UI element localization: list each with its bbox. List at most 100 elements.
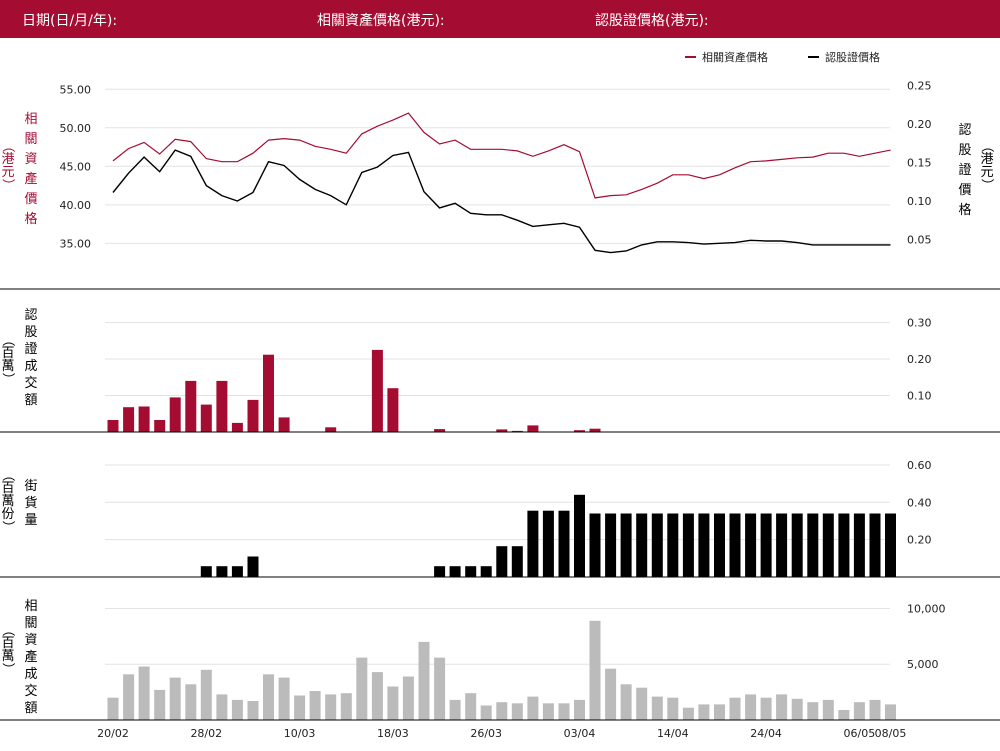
underlying-turnover-bar (138, 666, 150, 720)
outstanding-bar (542, 510, 554, 577)
x-axis-tick-label: 26/03 (470, 727, 502, 740)
outstanding-bar (698, 513, 710, 577)
underlying-turnover-axis-unit: ） (0, 662, 15, 675)
warrant-turnover-axis-label: 股 (24, 325, 37, 340)
warrant-turnover-bar (263, 354, 274, 432)
underlying-turnover-axis-unit: 百 (1, 636, 14, 651)
left-axis-unit: 港 (1, 152, 14, 167)
left-axis-tick-label: 40.00 (60, 199, 92, 212)
warrant-turnover-bar (511, 430, 523, 432)
right-axis-tick-label: 0.05 (907, 233, 932, 246)
warrant-turnover-bar (216, 380, 228, 432)
underlying-turnover-bar (169, 677, 181, 720)
underlying-turnover-axis-label: 交 (24, 683, 37, 699)
underlying-turnover-bar (869, 699, 881, 720)
underlying-turnover-axis-label: 產 (24, 649, 37, 665)
outstanding-bar (480, 566, 492, 577)
outstanding-bar (714, 513, 725, 577)
underlying-turnover-axis-label: 相 (24, 599, 37, 614)
underlying-turnover-bar (574, 699, 585, 720)
underlying-turnover-bar (853, 702, 865, 720)
outstanding-bar (791, 513, 803, 577)
underlying-turnover-bar (107, 697, 119, 720)
underlying-turnover-bar (605, 668, 617, 720)
underlying-turnover-bar (667, 697, 679, 720)
underlying-turnover-bar (682, 707, 694, 720)
warrant-turnover-bar (138, 406, 150, 432)
underlying-turnover-bar (807, 702, 819, 720)
outstanding-bar (667, 513, 679, 577)
underlying-turnover-bar (838, 710, 850, 720)
warrant-turnover-axis-unit: ） (0, 372, 15, 385)
outstanding-bar (527, 510, 539, 577)
left-axis-unit: ） (0, 178, 15, 191)
underlying-turnover-bar (356, 657, 368, 720)
underlying-turnover-bar (294, 695, 306, 720)
warrant-turnover-bar (247, 399, 259, 432)
underlying-turnover-bar (434, 657, 446, 720)
date-label: 日期(日/月/年): (22, 13, 118, 29)
right-axis-tick-label: 0.10 (907, 195, 932, 208)
underlying-turnover-bar (231, 699, 243, 720)
underlying-turnover-bar (651, 696, 663, 720)
warrant-turnover-tick-label: 0.10 (907, 390, 932, 403)
warrant-turnover-bar (231, 422, 243, 432)
outstanding-axis-unit: 百 (1, 481, 14, 496)
outstanding-bar (216, 566, 228, 577)
outstanding-bar (822, 513, 834, 577)
outstanding-axis-label: 量 (24, 513, 37, 528)
outstanding-bar (449, 566, 461, 577)
underlying-turnover-bar (729, 697, 741, 720)
outstanding-bar (558, 510, 570, 577)
warrant-turnover-axis-label: 認 (24, 307, 37, 323)
warrant-turnover-bar (169, 397, 181, 432)
underlying-turnover-bar (776, 694, 788, 720)
warrant-turnover-axis-label: 額 (24, 393, 37, 408)
right-axis-label: 格 (958, 202, 971, 218)
underlying-turnover-bar (558, 703, 570, 720)
underlying-turnover-bar (714, 704, 725, 720)
right-axis-unit: ） (979, 178, 994, 191)
underlying-turnover-bar (511, 703, 523, 720)
underlying-turnover-axis-unit: 萬 (1, 649, 14, 664)
x-axis-tick-label: 06/05 (844, 727, 876, 740)
outstanding-bar (589, 513, 601, 577)
underlying-turnover-bar (589, 620, 601, 720)
warrant-turnover-bar (107, 420, 119, 432)
underlying-turnover-bar (449, 699, 461, 720)
outstanding-bar (496, 546, 508, 577)
outstanding-axis-label: 街 (24, 479, 37, 494)
outstanding-bar (574, 494, 585, 577)
underlying-turnover-bar (885, 704, 896, 720)
warrant-turnover-bar (387, 388, 399, 432)
outstanding-axis-unit: 萬 (1, 494, 14, 509)
right-axis-unit: （ (979, 139, 994, 152)
underlying-turnover-bar (371, 672, 383, 720)
outstanding-axis-unit: ） (0, 520, 15, 533)
underlying-turnover-axis-label: 額 (24, 701, 37, 716)
outstanding-bar (511, 546, 523, 577)
legend-label-underlying: 相關資產價格 (702, 50, 768, 64)
warrant-turnover-axis-unit: 萬 (1, 359, 14, 374)
outstanding-bar (620, 513, 632, 577)
right-axis-tick-label: 0.15 (907, 156, 932, 169)
warrant-turnover-bar (325, 427, 337, 432)
underlying-turnover-bar (278, 677, 290, 720)
underlying-turnover-bar (340, 693, 352, 720)
x-axis-tick-label: 18/03 (377, 727, 409, 740)
underlying-turnover-bar (791, 698, 803, 720)
right-axis-label: 認 (958, 122, 971, 138)
outstanding-bar (247, 556, 259, 577)
x-axis-tick-label: 20/02 (97, 727, 129, 740)
underlying-price-line (112, 112, 891, 199)
warrant-turnover-axis-unit: 百 (1, 346, 14, 361)
warrant-turnover-bar (574, 430, 585, 432)
outstanding-bar (807, 513, 819, 577)
right-axis-tick-label: 0.25 (907, 79, 932, 92)
underlying-turnover-bar (247, 701, 259, 720)
underlying-turnover-bar (480, 705, 492, 720)
warrant-turnover-bar (434, 429, 446, 432)
outstanding-bar (465, 566, 477, 577)
underlying-turnover-bar (496, 702, 508, 720)
outstanding-bar (853, 513, 865, 577)
